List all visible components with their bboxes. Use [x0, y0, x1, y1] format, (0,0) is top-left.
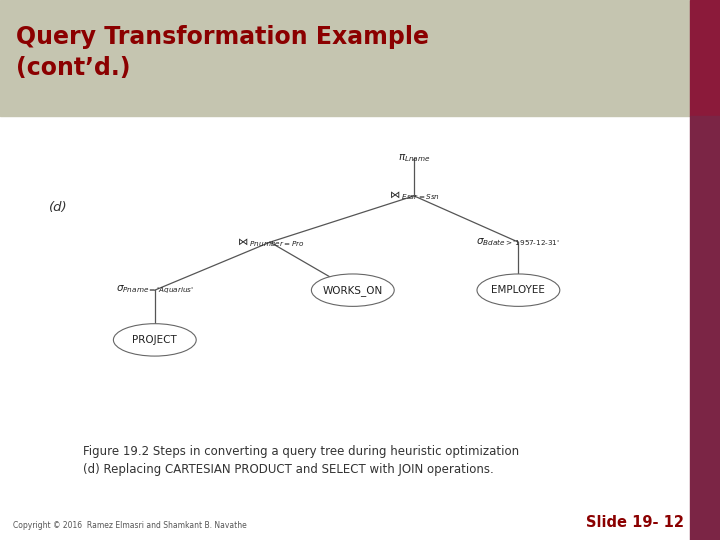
Bar — [690, 116, 720, 540]
Text: Figure 19.2 Steps in converting a query tree during heuristic optimization
(d) R: Figure 19.2 Steps in converting a query … — [83, 444, 519, 476]
Ellipse shape — [114, 323, 196, 356]
Text: (d): (d) — [49, 201, 68, 214]
Text: EMPLOYEE: EMPLOYEE — [492, 285, 545, 295]
Text: $\bowtie_{Pnumber=Pro}$: $\bowtie_{Pnumber=Pro}$ — [235, 236, 305, 248]
Text: $\sigma_{Pname=\text{'}Aquarius\text{'}}$: $\sigma_{Pname=\text{'}Aquarius\text{'}}… — [116, 284, 194, 296]
Text: Slide 19- 12: Slide 19- 12 — [586, 515, 684, 530]
Text: PROJECT: PROJECT — [132, 335, 177, 345]
Ellipse shape — [477, 274, 560, 306]
Text: WORKS_ON: WORKS_ON — [323, 285, 383, 295]
Text: $\pi_{Lname}$: $\pi_{Lname}$ — [397, 152, 431, 164]
Ellipse shape — [312, 274, 395, 306]
Text: $\bowtie_{Essr=Ssn}$: $\bowtie_{Essr=Ssn}$ — [387, 190, 441, 202]
Bar — [0, 116, 720, 540]
Text: Query Transformation Example
(cont’d.): Query Transformation Example (cont’d.) — [16, 25, 429, 80]
Text: $\sigma_{Bdate>\text{'}1957\text{-}12\text{-}31\text{'}}$: $\sigma_{Bdate>\text{'}1957\text{-}12\te… — [477, 237, 560, 248]
Bar — [0, 0, 720, 116]
Bar — [690, 0, 720, 116]
Text: Copyright © 2016  Ramez Elmasri and Shamkant B. Navathe: Copyright © 2016 Ramez Elmasri and Shamk… — [13, 521, 247, 530]
